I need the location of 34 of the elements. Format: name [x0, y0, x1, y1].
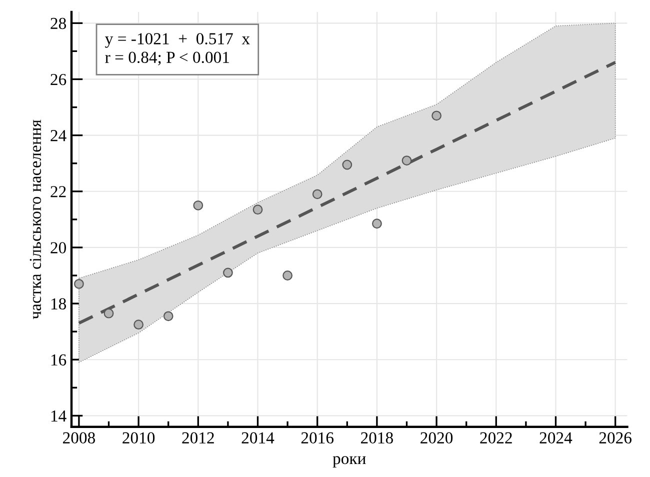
- point: [372, 218, 382, 229]
- x-tick-label: 2008: [63, 432, 95, 444]
- y-tick-label: 14: [51, 410, 66, 422]
- x-axis-title: роки: [332, 456, 366, 468]
- y-tick-label: 28: [50, 18, 66, 30]
- point: [134, 320, 144, 330]
- y-tick-label: 24: [50, 130, 66, 142]
- point: [163, 311, 174, 322]
- point: [432, 110, 442, 121]
- y-tick-label: 18: [51, 298, 66, 310]
- point: [312, 189, 322, 200]
- y-tick-label: 16: [51, 354, 66, 366]
- point: [282, 270, 292, 280]
- x-tick-label: 2020: [420, 432, 453, 444]
- x-tick-label: 2022: [480, 432, 512, 444]
- y-tick-label: 20: [50, 242, 66, 254]
- y-tick-label: 22: [50, 186, 66, 198]
- y-tick-label: 26: [50, 74, 66, 86]
- point: [222, 268, 233, 278]
- x-tick-label: 2016: [301, 432, 334, 444]
- point: [193, 200, 204, 210]
- point: [402, 156, 412, 166]
- x-tick-label: 2024: [540, 432, 572, 444]
- x-tick-label: 2018: [361, 432, 393, 444]
- point: [74, 278, 84, 289]
- x-tick-label: 2012: [182, 432, 214, 444]
- y-axis-title: частка сільського населення: [30, 120, 42, 320]
- x-tick-label: 2014: [242, 432, 274, 444]
- annotation: y = -1021 + 0.517 x r = 0.84; P < 0.001: [105, 33, 250, 66]
- x-tick-label: 2010: [122, 432, 155, 444]
- x-tick-label: 2026: [599, 432, 632, 444]
- point: [342, 160, 352, 170]
- point: [104, 308, 114, 318]
- point: [252, 204, 263, 215]
